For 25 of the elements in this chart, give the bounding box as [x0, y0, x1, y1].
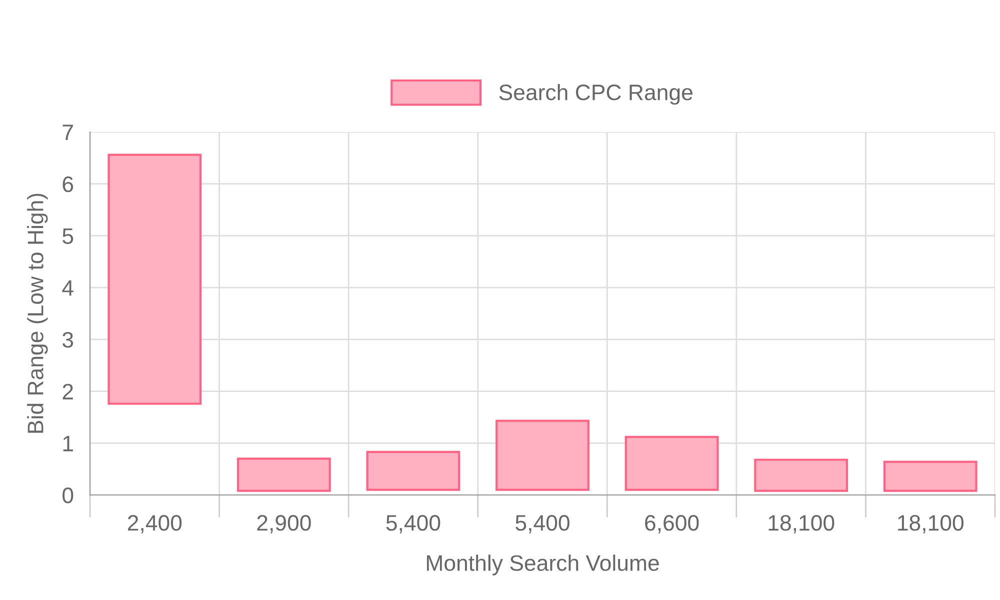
bar [496, 420, 590, 491]
y-tick-label: 7 [62, 124, 73, 140]
bar [366, 450, 460, 491]
x-tick-label: 6,600 [645, 515, 699, 534]
bar [236, 458, 331, 492]
bar [883, 460, 978, 492]
x-tick-label: 18,100 [768, 515, 834, 534]
y-tick-label: 2 [62, 384, 73, 400]
x-tick-label: 18,100 [898, 515, 964, 534]
bar [624, 436, 719, 491]
y-tick-label: 6 [62, 176, 74, 192]
y-tick-label: 0 [62, 488, 74, 504]
x-tick-label: 2,900 [257, 515, 311, 534]
x-tick-label: 5,400 [386, 515, 440, 534]
y-tick-label: 4 [62, 280, 74, 296]
x-tick-label: 2,400 [128, 515, 182, 534]
y-tick-label: 3 [62, 332, 74, 348]
y-axis-title: Bid Range (Low to High) [27, 194, 48, 433]
bar [754, 458, 848, 492]
x-tick-label: 5,400 [516, 515, 570, 534]
y-tick-label: 5 [62, 228, 74, 244]
legend-label: Search CPC Range [499, 84, 692, 105]
y-tick-label: 1 [63, 436, 73, 452]
bar [108, 154, 202, 405]
x-axis-title: Monthly Search Volume [426, 554, 659, 576]
